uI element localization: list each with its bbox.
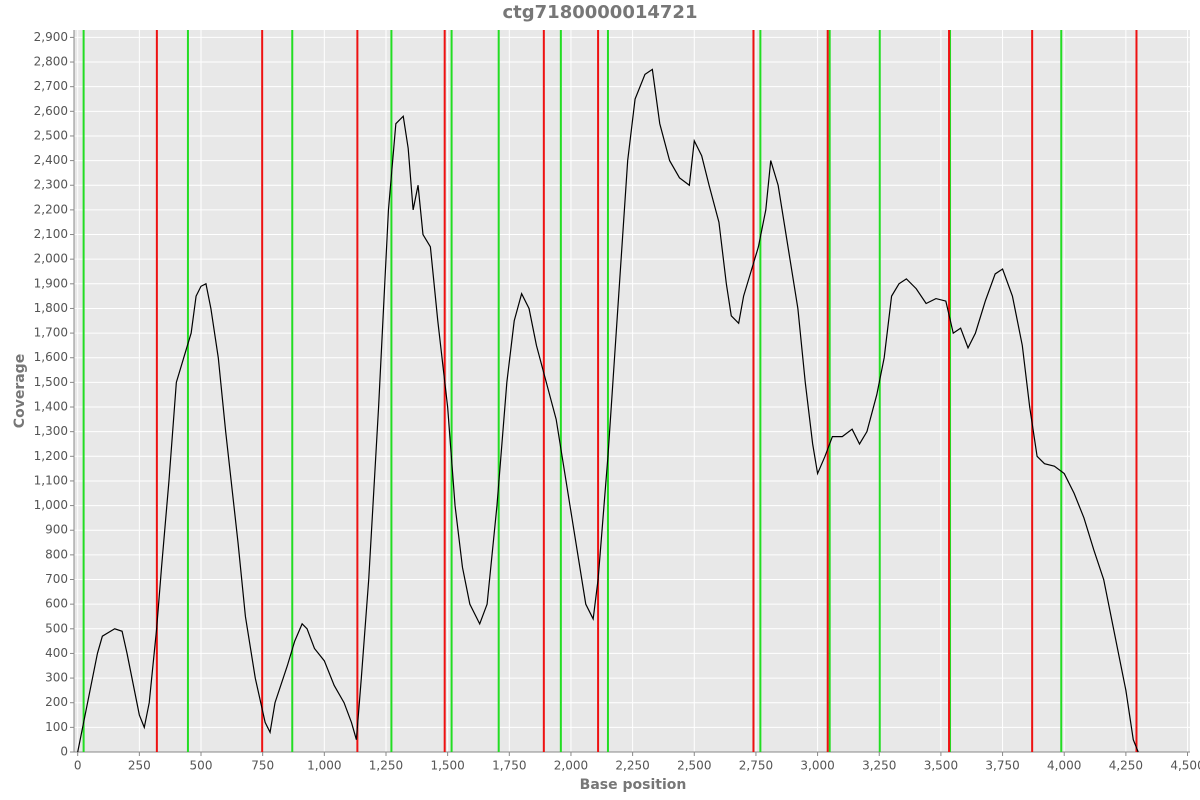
x-tick-label: 3,250 xyxy=(862,759,896,773)
x-tick-label: 2,000 xyxy=(554,759,588,773)
x-tick-label: 2,250 xyxy=(615,759,649,773)
x-tick-label: 4,250 xyxy=(1109,759,1143,773)
y-tick-label: 300 xyxy=(45,671,68,685)
x-tick-label: 0 xyxy=(74,759,82,773)
x-tick-label: 2,500 xyxy=(677,759,711,773)
y-tick-label: 2,000 xyxy=(34,252,68,266)
y-tick-label: 2,900 xyxy=(34,30,68,44)
y-tick-label: 200 xyxy=(45,695,68,709)
y-tick-label: 0 xyxy=(60,745,68,759)
y-tick-label: 1,100 xyxy=(34,473,68,487)
y-tick-label: 600 xyxy=(45,597,68,611)
y-tick-label: 2,100 xyxy=(34,227,68,241)
y-tick-label: 1,900 xyxy=(34,276,68,290)
x-tick-label: 3,750 xyxy=(985,759,1019,773)
x-tick-label: 4,000 xyxy=(1047,759,1081,773)
x-tick-label: 1,500 xyxy=(430,759,464,773)
x-tick-label: 1,000 xyxy=(307,759,341,773)
y-tick-label: 400 xyxy=(45,646,68,660)
y-tick-label: 1,200 xyxy=(34,449,68,463)
y-tick-label: 2,400 xyxy=(34,153,68,167)
y-tick-label: 2,500 xyxy=(34,128,68,142)
y-tick-label: 500 xyxy=(45,621,68,635)
y-tick-label: 1,400 xyxy=(34,400,68,414)
y-tick-label: 2,800 xyxy=(34,55,68,69)
x-tick-label: 2,750 xyxy=(739,759,773,773)
y-tick-label: 1,500 xyxy=(34,375,68,389)
plot-background xyxy=(74,30,1190,752)
x-tick-label: 1,750 xyxy=(492,759,526,773)
x-tick-label: 500 xyxy=(190,759,213,773)
y-tick-label: 700 xyxy=(45,572,68,586)
chart-title: ctg7180000014721 xyxy=(503,2,698,23)
y-tick-label: 1,800 xyxy=(34,301,68,315)
y-tick-label: 900 xyxy=(45,523,68,537)
x-axis-label: Base position xyxy=(580,777,687,793)
coverage-line xyxy=(77,68,1139,753)
x-tick-label: 3,500 xyxy=(924,759,958,773)
y-tick-label: 1,000 xyxy=(34,498,68,512)
y-tick-label: 2,700 xyxy=(34,79,68,93)
x-tick-label: 1,250 xyxy=(369,759,403,773)
y-tick-label: 1,700 xyxy=(34,326,68,340)
x-tick-label: 4,500 xyxy=(1170,759,1200,773)
x-tick-label: 750 xyxy=(251,759,274,773)
y-tick-label: 1,300 xyxy=(34,424,68,438)
x-tick-label: 3,000 xyxy=(800,759,834,773)
y-axis-label: Coverage xyxy=(12,354,28,428)
y-tick-label: 2,200 xyxy=(34,202,68,216)
y-tick-label: 800 xyxy=(45,547,68,561)
y-tick-label: 100 xyxy=(45,720,68,734)
y-tick-label: 1,600 xyxy=(34,350,68,364)
y-tick-label: 2,300 xyxy=(34,178,68,192)
x-tick-label: 250 xyxy=(128,759,151,773)
y-tick-label: 2,600 xyxy=(34,104,68,118)
